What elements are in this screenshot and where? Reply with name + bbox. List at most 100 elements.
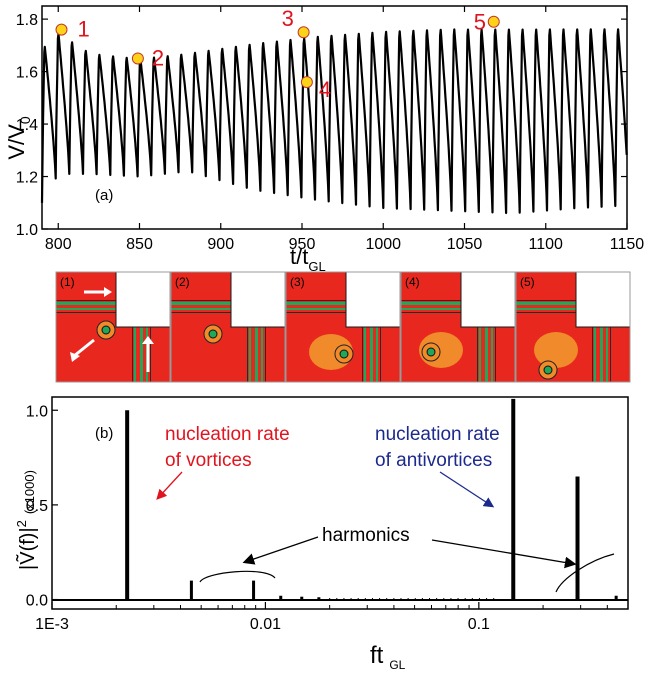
contour-line (401, 312, 461, 313)
x-axis-label-a: t/tGL (290, 244, 326, 274)
snapshot-frame (515, 271, 631, 383)
panel-a: 800 850 900 950 1000 1050 1100 1150 1.0 1.2 1.4 1.6… (4, 5, 645, 274)
contour-line (56, 312, 116, 313)
notch-edge (115, 272, 170, 328)
arrow-antivortices (439, 471, 495, 508)
contour-line (477, 327, 478, 382)
vortex-core (101, 325, 111, 335)
snapshot-marker-label: 1 (78, 17, 90, 42)
snapshot-panel: (1) (55, 271, 171, 383)
spectrum-peak (575, 476, 580, 600)
panel-label-a: (a) (95, 187, 113, 204)
contour-line (610, 327, 611, 382)
snapshot-panel: (3) (285, 271, 401, 383)
phase-stripe (249, 327, 251, 382)
contour-line (592, 327, 593, 382)
snapshot-marker (300, 76, 313, 89)
phase-stripe (286, 302, 346, 305)
snapshot-markers: 1 2 3 4 5 (55, 6, 500, 102)
x-axis-label-b: ft GL (370, 642, 406, 672)
phase-stripe (401, 308, 461, 310)
arrow-vortices (156, 471, 183, 500)
snapshot-frame (400, 271, 516, 383)
vortex-core (208, 329, 218, 339)
phase-stripe (370, 327, 373, 382)
orange-region (534, 332, 578, 368)
arrow-harmonics-right (431, 539, 577, 569)
annotation-antivortices-line2: of antivortices (375, 450, 492, 471)
x-tick-label-a: 900 (207, 236, 234, 253)
phase-stripe (261, 327, 263, 382)
x-tick-label-a: 1150 (610, 236, 645, 253)
phase-stripe (485, 327, 488, 382)
x-tick-label-a: 1050 (447, 236, 483, 253)
x-tick-label-b: 1E-3 (35, 616, 69, 633)
y-tick-label-a: 1.0 (16, 222, 38, 239)
phase-stripe (171, 302, 231, 305)
arrowhead (104, 287, 112, 297)
contour-line (380, 327, 381, 382)
snapshot-label: (3) (290, 275, 305, 289)
contour-line (401, 300, 461, 301)
sample-notch (461, 272, 515, 327)
x-tick-label-b: 0.01 (250, 616, 281, 633)
sample-notch (346, 272, 400, 327)
notch-edge (575, 272, 630, 328)
notch-edge (230, 272, 285, 328)
y-tick-label-a: 1.8 (16, 12, 38, 29)
phase-stripe (491, 327, 493, 382)
snapshot-label: (2) (175, 275, 190, 289)
y-tick-label-a: 1.2 (16, 170, 38, 187)
y-tick-label-a: 1.6 (16, 65, 38, 82)
phase-stripe (376, 327, 378, 382)
snapshot-panel: (5) (515, 271, 631, 383)
contour-line (150, 327, 151, 382)
y-tick-label-a: 1.4 (16, 117, 38, 134)
panel-label-b: (b) (95, 425, 113, 442)
phase-stripe (401, 302, 461, 305)
axis-ticks-a: 800 850 900 950 1000 1050 1100 1150 1.0 1.2 1.4 1.6… (16, 6, 645, 253)
vortex-core (426, 347, 436, 357)
axis-ticks-b: 1E-3 0.01 0.1 0.0 0.5 1.0 (26, 403, 629, 633)
snapshot-marker-label: 4 (319, 77, 331, 102)
vortex-core (339, 349, 349, 359)
snapshot-marker (297, 26, 310, 39)
flow-arrow-down-left (73, 338, 95, 358)
contour-line (516, 312, 576, 313)
notch-edge (345, 272, 400, 328)
annotation-antivortices-line1: nucleation rate (375, 424, 500, 445)
x-tick-label-b: 0.1 (468, 616, 490, 633)
snapshot-frame (55, 271, 171, 383)
spectrum-peak (279, 595, 283, 600)
harmonics-bracket-left (199, 570, 276, 583)
phase-stripe (516, 302, 576, 305)
snapshot-panel: (2) (170, 271, 286, 383)
snapshot-marker-label: 5 (474, 10, 486, 35)
snapshot-label: (5) (520, 275, 535, 289)
snapshot-frame (170, 271, 286, 383)
contour-line (132, 327, 133, 382)
x-tick-label-a: 800 (45, 236, 72, 253)
contour-line (171, 300, 231, 301)
contour-line (56, 300, 116, 301)
annotation-vortices-line2: of vortices (165, 450, 252, 471)
phase-stripe (516, 308, 576, 310)
spectrum-peak (300, 596, 304, 600)
harmonics-bracket-right (555, 553, 615, 593)
contour-line (286, 312, 346, 313)
phase-stripe (286, 308, 346, 310)
panel-b: 1E-3 0.01 0.1 0.0 0.5 1.0 (b) nucleation rate… (14, 396, 629, 672)
spectrum-peak (511, 398, 516, 600)
phase-stripe (56, 302, 116, 305)
snapshot-marker-label: 2 (152, 45, 164, 70)
x-tick-label-a: 1100 (529, 236, 564, 253)
vortex-core (543, 365, 553, 375)
y-axis-label-b: |Ṽ(f)|2(x1000) (14, 470, 39, 570)
phase-stripe (594, 327, 596, 382)
y-tick-label-b: 0.0 (26, 593, 48, 610)
spectrum-peak (125, 410, 130, 600)
phase-stripe (364, 327, 366, 382)
y-tick-label-b: 1.0 (26, 403, 48, 420)
contour-line (495, 327, 496, 382)
arrowhead (142, 336, 154, 344)
